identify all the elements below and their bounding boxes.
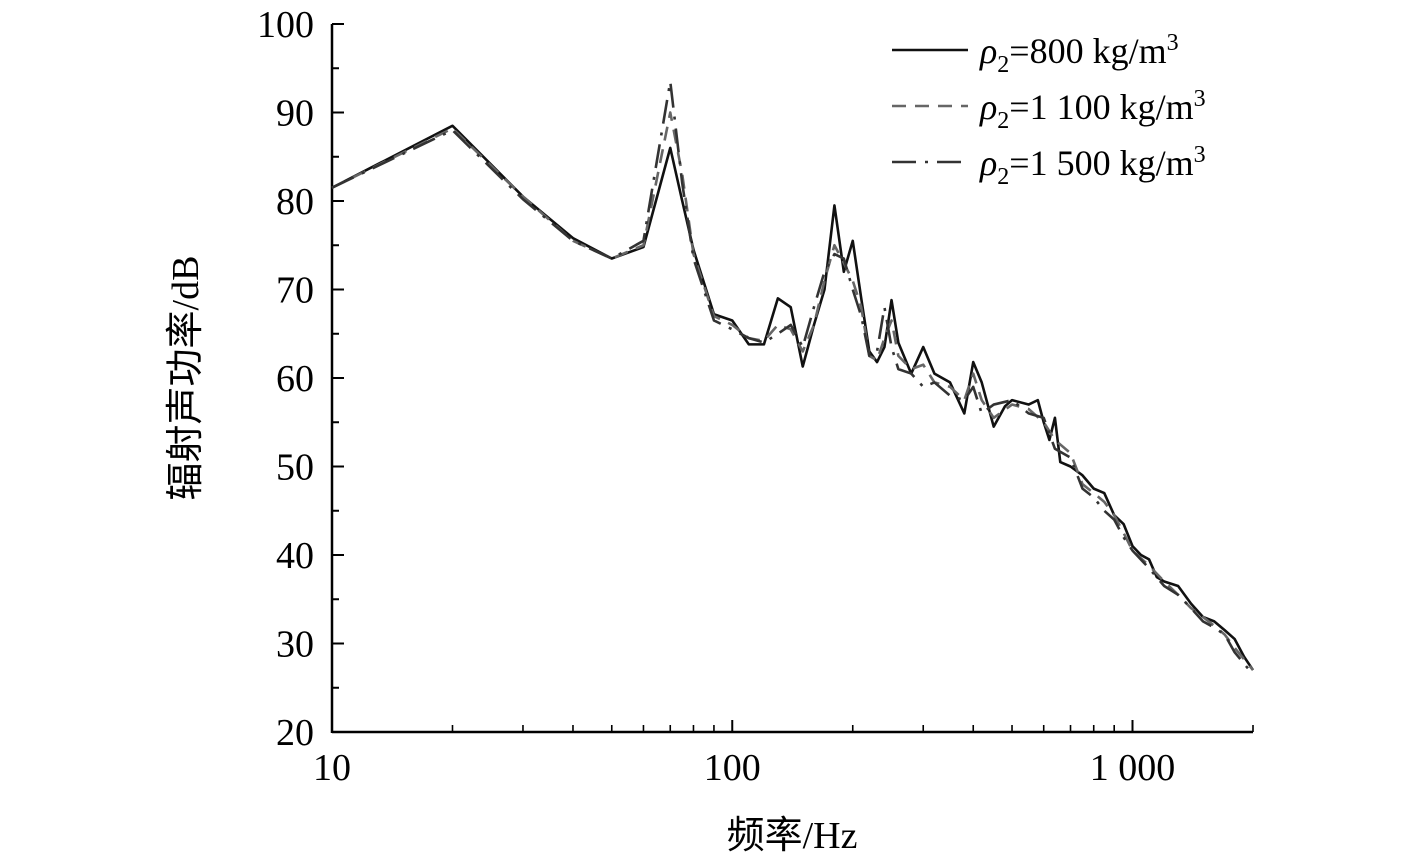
y-tick-label: 90 — [276, 93, 314, 135]
y-axis-title: 辐射声功率/dB — [165, 256, 207, 501]
y-ticks: 20 30 40 50 60 70 80 90 100 — [257, 4, 344, 754]
series-layer — [331, 80, 1255, 676]
x-ticks: 10 100 1 000 — [313, 720, 1254, 789]
series-line-3 — [331, 80, 1255, 676]
legend-label-2: ρ2=1 100 kg/m3 — [979, 86, 1206, 134]
y-tick-label: 80 — [276, 181, 314, 223]
x-tick-label: 10 — [313, 747, 351, 789]
x-axis-title: 频率/Hz — [727, 815, 858, 857]
y-tick-label: 20 — [276, 712, 314, 754]
legend-label-1: ρ2=800 kg/m3 — [979, 30, 1179, 78]
legend: ρ2=800 kg/m3 ρ2=1 100 kg/m3 ρ2=1 500 kg/m3 — [892, 30, 1206, 190]
y-tick-label: 100 — [257, 4, 314, 46]
y-tick-label: 30 — [276, 624, 314, 666]
series-line-2 — [331, 111, 1255, 671]
y-tick-label: 40 — [276, 535, 314, 577]
series-line-1 — [331, 124, 1255, 671]
y-tick-label: 60 — [276, 358, 314, 400]
y-tick-label: 50 — [276, 447, 314, 489]
x-tick-label: 1 000 — [1090, 747, 1176, 789]
axes — [330, 24, 1253, 734]
x-tick-label: 100 — [704, 747, 761, 789]
y-tick-label: 70 — [276, 270, 314, 312]
legend-label-3: ρ2=1 500 kg/m3 — [979, 142, 1206, 190]
